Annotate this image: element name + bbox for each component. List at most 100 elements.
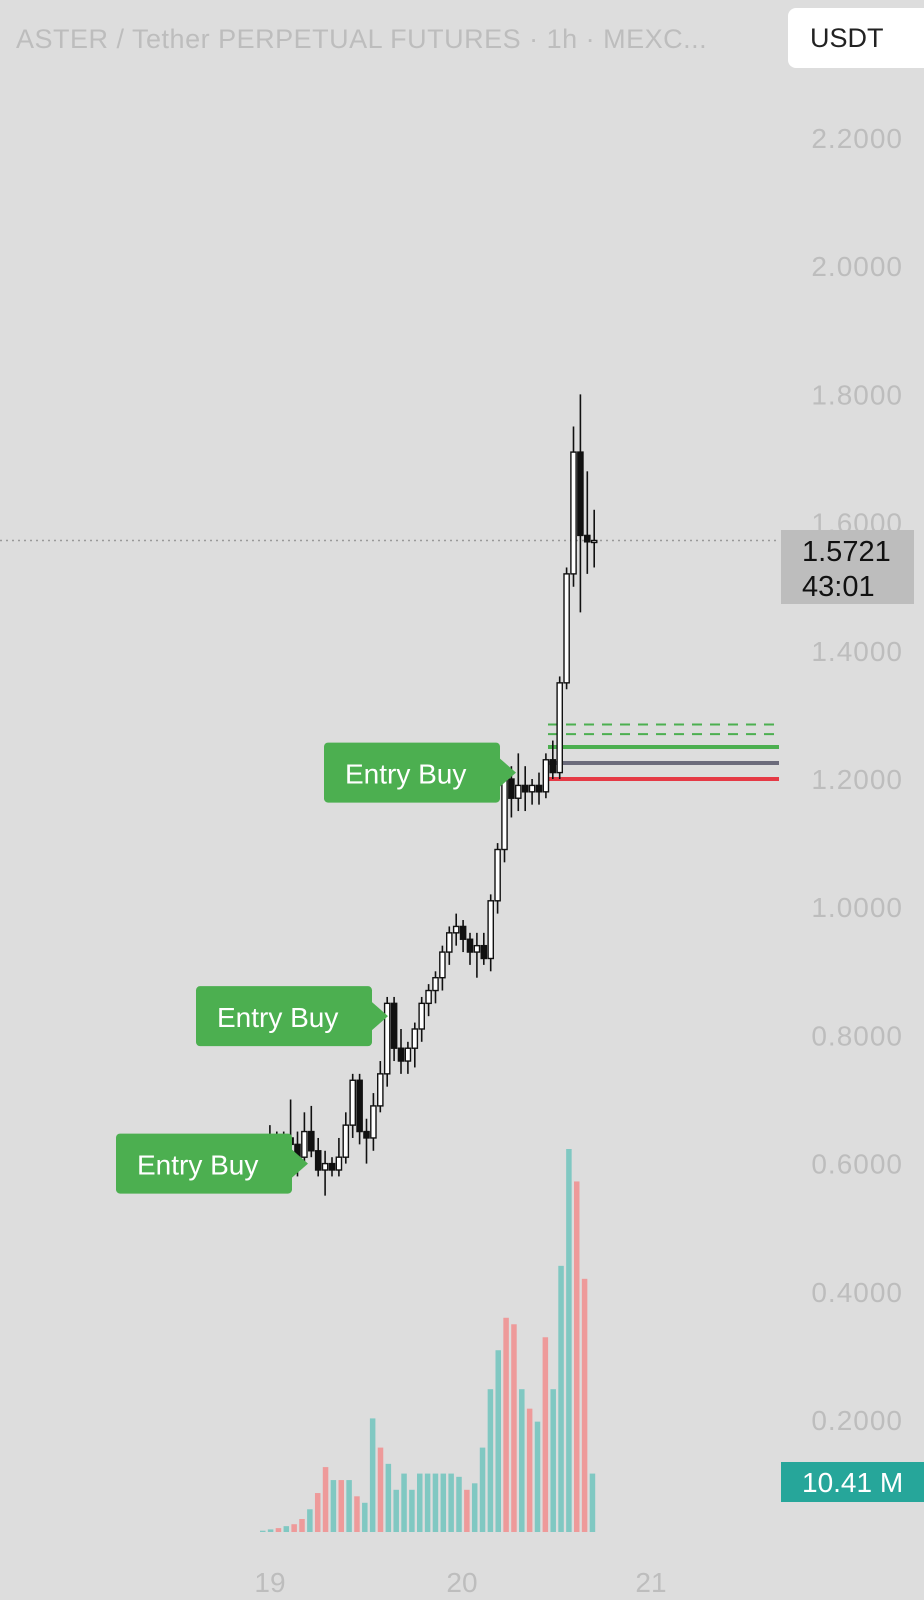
volume-bar (307, 1509, 313, 1532)
candle-body (501, 778, 508, 851)
volume-bar (534, 1421, 541, 1532)
price-tag-countdown: 43:01 (802, 571, 875, 603)
volume-bar (283, 1526, 290, 1532)
volume-bar (377, 1447, 384, 1532)
y-axis: 2.20002.00001.80001.60001.40001.20001.00… (811, 123, 903, 1436)
volume-bar (330, 1480, 337, 1532)
entry-buy-label-text: Entry Buy (345, 759, 466, 790)
candle-body (308, 1130, 315, 1152)
volume-bar (550, 1389, 556, 1532)
trade-levels (548, 723, 779, 781)
candle-body (466, 938, 474, 953)
entry-buy-label-pointer (292, 1149, 308, 1178)
volume-bar (542, 1337, 549, 1532)
entry-buy-label-pointer (372, 1002, 388, 1031)
candle-body (418, 1002, 426, 1030)
candle-body (508, 778, 515, 799)
x-tick-label: 19 (254, 1567, 285, 1598)
y-tick-label: 2.0000 (811, 251, 903, 282)
candle-body (570, 451, 577, 575)
candle-body (411, 1028, 419, 1049)
x-axis: 19 20 21 (254, 1567, 666, 1598)
price-tag-box (781, 530, 914, 604)
y-tick-label: 1.0000 (811, 892, 903, 923)
candle-body (397, 1047, 405, 1062)
volume-bar (511, 1324, 517, 1532)
entry-buy-label: Entry Buy (196, 986, 388, 1047)
entry-buy-label-box (324, 742, 500, 803)
volume-bars (260, 1149, 596, 1532)
candle-body (314, 1150, 322, 1171)
volume-bar (589, 1473, 596, 1532)
chart-title: ASTER / Tether PERPETUAL FUTURES · 1h · … (16, 24, 708, 54)
volume-bar (558, 1265, 564, 1532)
y-tick-label: 0.4000 (811, 1277, 903, 1308)
volume-bar (322, 1467, 329, 1532)
y-tick-label: 0.6000 (811, 1149, 903, 1180)
candle-body (349, 1079, 357, 1126)
price-tag-value: 1.5721 (802, 536, 891, 568)
volume-bar (487, 1389, 494, 1532)
candle-body (473, 944, 481, 953)
volume-bar (314, 1493, 321, 1532)
volume-bar (519, 1389, 525, 1532)
x-tick-label: 20 (446, 1567, 477, 1598)
volume-bar (526, 1408, 533, 1532)
candle-body (383, 1002, 391, 1075)
volume-bar (291, 1524, 297, 1532)
volume-bar (369, 1418, 376, 1532)
entry-buy-label-box (116, 1133, 292, 1194)
candle-body (363, 1130, 370, 1139)
candle-body (528, 784, 536, 793)
volume-bar (401, 1473, 407, 1532)
candle-body (452, 925, 460, 934)
volume-bar (574, 1181, 580, 1532)
candle-body (563, 573, 570, 684)
volume-tag-box (781, 1462, 924, 1502)
candle-body (404, 1047, 412, 1062)
currency-selector[interactable]: USDT (788, 8, 924, 68)
y-tick-label: 0.2000 (811, 1405, 903, 1436)
candle-body (328, 1162, 336, 1171)
candle-body (521, 784, 529, 793)
candle-body (549, 759, 557, 774)
candle-body (432, 977, 439, 992)
candle-body (342, 1124, 350, 1158)
candle-body (542, 759, 550, 793)
candle-body (459, 925, 467, 940)
volume-tag: 10.41 M (781, 1462, 924, 1502)
candle-body (377, 1073, 384, 1107)
volume-bar (424, 1473, 431, 1532)
volume-bar (448, 1473, 454, 1532)
volume-bar (566, 1149, 572, 1532)
candle-body (590, 539, 598, 544)
entry-buy-label-text: Entry Buy (137, 1150, 258, 1181)
entry-buy-label-text: Entry Buy (217, 1002, 338, 1033)
volume-bar (362, 1502, 368, 1532)
candle-body (446, 932, 453, 953)
volume-bar (432, 1473, 439, 1532)
entry-labels: Entry Buy Entry Buy Entry Buy (116, 742, 516, 1194)
candle-body (577, 451, 584, 537)
volume-bar (338, 1480, 344, 1532)
volume-bar (260, 1530, 266, 1532)
y-tick-label: 2.2000 (811, 123, 903, 154)
y-tick-label: 1.8000 (811, 379, 903, 410)
volume-bar (440, 1473, 447, 1532)
volume-bar (267, 1529, 274, 1532)
candle-body (301, 1130, 308, 1158)
volume-bar (464, 1489, 470, 1532)
candle-body (370, 1105, 377, 1139)
volume-bar (471, 1483, 478, 1532)
volume-bar (479, 1447, 486, 1532)
volume-bar (495, 1350, 501, 1532)
candle-body (335, 1156, 343, 1171)
entry-buy-label-pointer (500, 758, 516, 787)
candle-body (356, 1079, 363, 1133)
entry-buy-label-box (196, 986, 372, 1047)
volume-bar (503, 1317, 509, 1532)
